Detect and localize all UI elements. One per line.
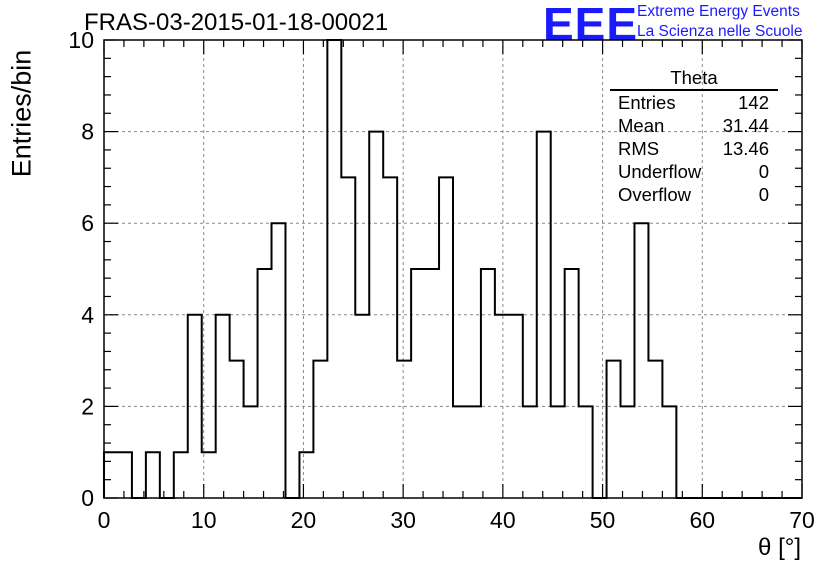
logo-text-line2: La Scienza nelle Scuole (637, 23, 803, 40)
stats-row-entries: Entries 142 (610, 91, 778, 114)
y-tick-label: 4 (81, 302, 94, 328)
x-tick-label: 60 (689, 507, 715, 533)
chart-title: FRAS-03-2015-01-18-00021 (84, 9, 389, 36)
stats-row-underflow: Underflow 0 (610, 160, 778, 183)
stats-row-mean: Mean 31.44 (610, 114, 778, 137)
x-tick-label: 30 (390, 507, 416, 533)
stats-label: Mean (618, 115, 665, 136)
stats-label: Entries (618, 92, 676, 113)
stats-label: Overflow (618, 184, 691, 205)
x-tick-label: 70 (789, 507, 815, 533)
stats-box: Theta Entries 142 Mean 31.44 RMS 13.46 Unde… (610, 66, 778, 206)
logo-text: Extreme Energy Events La Scienza nelle S… (637, 2, 802, 42)
eee-logo: EEE (543, 0, 639, 50)
x-tick-label: 20 (291, 507, 317, 533)
y-tick-label: 6 (81, 210, 94, 236)
stats-label: RMS (618, 138, 660, 159)
x-tick-label: 50 (590, 507, 616, 533)
histogram-outline (103, 39, 802, 499)
x-axis-label: θ [°] (758, 534, 801, 561)
stats-value: 0 (758, 161, 769, 182)
y-tick-label: 8 (81, 119, 94, 145)
stats-value: 142 (738, 92, 769, 113)
stats-value: 0 (758, 184, 769, 205)
plot-frame (103, 39, 803, 499)
y-tick-label: 0 (81, 485, 94, 511)
logo-text-line1: Extreme Energy Events (637, 3, 800, 20)
stats-value: 13.46 (722, 138, 769, 159)
x-tick-label: 10 (191, 507, 217, 533)
stats-value: 31.44 (722, 115, 769, 136)
stats-row-overflow: Overflow 0 (610, 183, 778, 206)
x-tick-label: 0 (98, 507, 111, 533)
y-tick-label: 10 (68, 27, 94, 53)
y-tick-label: 2 (81, 393, 94, 419)
stats-title: Theta (610, 66, 778, 91)
x-tick-label: 40 (490, 507, 516, 533)
stats-row-rms: RMS 13.46 (610, 137, 778, 160)
stats-label: Underflow (618, 161, 702, 182)
